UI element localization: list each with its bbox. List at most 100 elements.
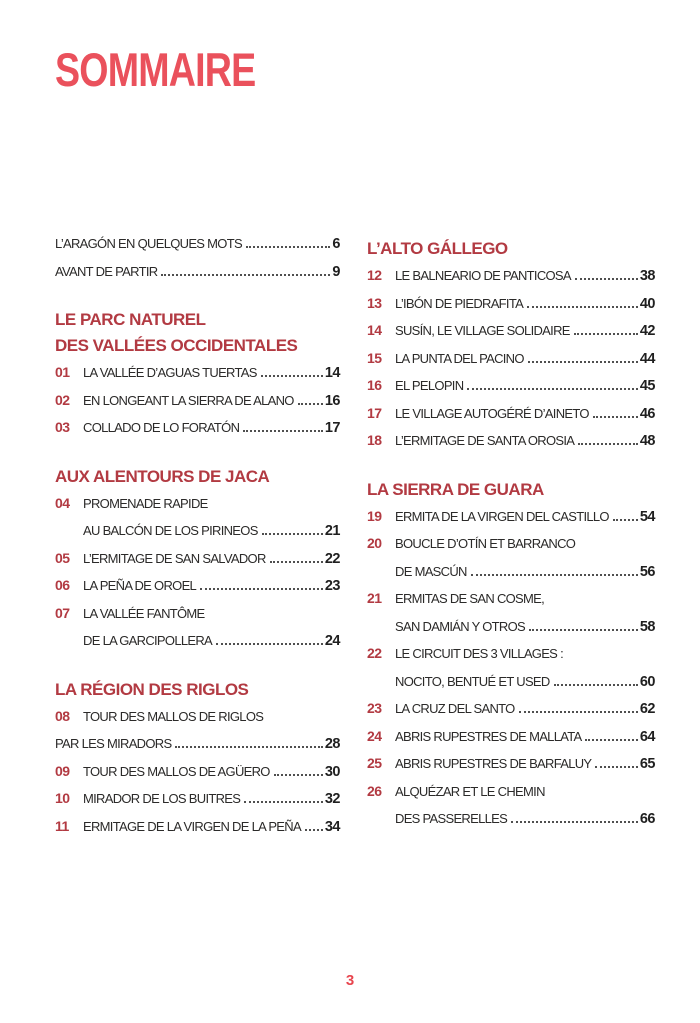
dot-leader — [527, 305, 638, 308]
entry-title: ERMITAS DE SAN COSME, — [395, 591, 545, 606]
entry-number: 06 — [55, 577, 70, 593]
entry-number: 02 — [55, 391, 70, 408]
entry-title: PROMENADE RAPIDE — [83, 495, 208, 511]
toc-entry-line: 01 LA VALLÉE D’AGUAS TUERTAS 14 — [55, 359, 341, 387]
entry-number: 11 — [55, 817, 69, 834]
dot-leader — [527, 360, 638, 363]
entry-number: 04 — [55, 494, 70, 511]
toc-entry-line: AVANT DE PARTIR 9 — [55, 258, 340, 286]
toc-entry-line: 24 ABRIS RUPESTRES DE MALLATA 64 — [367, 723, 656, 751]
toc-entry-line: NOCITO, BENTUÉ ET USED 60 — [367, 668, 656, 696]
page-number: 3 — [345, 972, 355, 989]
entry-title: ABRIS RUPESTRES DE MALLATA — [395, 728, 582, 744]
entry-title: L’ARAGÓN EN QUELQUES MOTS — [55, 236, 243, 251]
toc-entry-line: 17 LE VILLAGE AUTOGÉRÉ D’AINETO 46 — [367, 400, 656, 428]
entry-title: LA PEÑA DE OROEL — [83, 578, 197, 593]
toc-entry-line: DES PASSERELLES 66 — [367, 805, 656, 833]
dot-leader — [511, 821, 638, 823]
toc-entry-line: 12 LE BALNEARIO DE PANTICOSA 38 — [367, 262, 656, 290]
toc-section: LA SIERRA DE GUARA 19 ERMITA DE LA VIRGEN … — [367, 477, 656, 833]
entry-title: LE VILLAGE AUTOGÉRÉ D’AINETO — [395, 405, 589, 421]
section-heading: L’ALTO GÁLLEGO — [367, 239, 508, 258]
entry-page-number: 28 — [324, 736, 341, 752]
section-heading: LA SIERRA DE GUARA — [367, 479, 544, 499]
dot-leader — [592, 415, 638, 418]
toc-column-left: L’ARAGÓN EN QUELQUES MOTS 6 AVANT DE PARTI… — [55, 230, 341, 841]
toc-entry-line: 14 SUSÍN, LE VILLAGE SOLIDAIRE 42 — [367, 317, 656, 345]
entry-number: 13 — [367, 294, 382, 311]
entry-number: 24 — [367, 727, 382, 744]
dot-leader — [261, 533, 323, 535]
entry-title: LA PUNTA DEL PACINO — [395, 350, 524, 366]
section-heading: LE PARC NATUREL — [55, 310, 206, 329]
section-heading: AUX ALENTOURS DE JACA — [55, 466, 270, 486]
entry-page-number: 48 — [639, 433, 656, 449]
entry-page-number: 21 — [324, 523, 341, 539]
dot-leader — [612, 518, 638, 521]
entry-page-number: 64 — [639, 728, 656, 745]
entry-title: L’ERMITAGE DE SAN SALVADOR — [83, 550, 266, 566]
section-heading: LA RÉGION DES RIGLOS — [55, 679, 249, 699]
entry-page-number: 22 — [324, 550, 341, 567]
dot-leader — [297, 402, 323, 405]
dot-leader — [528, 628, 638, 631]
toc-entry-line: 23 LA CRUZ DEL SANTO 62 — [367, 695, 656, 723]
entry-title: AVANT DE PARTIR — [55, 263, 158, 279]
dot-leader — [216, 643, 323, 645]
entry-page-number: 38 — [639, 268, 656, 284]
dot-leader — [260, 375, 323, 377]
entry-title: TOUR DES MALLOS DE RIGLOS — [83, 708, 264, 724]
toc-entry-line: 03 COLLADO DE LO FORATÓN 17 — [55, 414, 341, 442]
dot-leader — [175, 746, 323, 748]
toc-section: L’ALTO GÁLLEGO 12 LE BALNEARIO DE PANTICOS… — [367, 236, 656, 455]
toc-section: LE PARC NATUREL DES VALLÉES OCCIDENTALES 0… — [55, 307, 341, 442]
entry-number: 18 — [367, 432, 382, 448]
entry-title: DE MASCÚN — [395, 563, 467, 579]
toc-entry-line: 08 TOUR DES MALLOS DE RIGLOS — [55, 703, 340, 731]
dot-leader — [585, 738, 638, 741]
entry-number: 14 — [367, 322, 382, 338]
entry-page-number: 56 — [639, 563, 656, 580]
dot-leader — [244, 801, 323, 803]
toc-entry-line: DE LA GARCIPOLLERA 24 — [55, 627, 341, 655]
entry-page-number: 34 — [324, 818, 341, 835]
entry-page-number: 14 — [324, 365, 341, 381]
entry-title: SAN DAMIÁN Y OTROS — [395, 618, 526, 634]
entry-page-number: 24 — [324, 633, 341, 649]
entry-page-number: 30 — [324, 763, 341, 780]
toc-entry-line: 25 ABRIS RUPESTRES DE BARFALUY 65 — [367, 750, 656, 778]
toc-entry-line: 11 ERMITAGE DE LA VIRGEN DE LA PEÑA 34 — [55, 813, 341, 841]
entry-title: AU BALCÓN DE LOS PIRINEOS — [83, 523, 258, 538]
entry-page-number: 66 — [639, 811, 656, 827]
dot-leader — [200, 588, 323, 590]
toc-entry-line: 04 PROMENADE RAPIDE — [55, 490, 340, 518]
entry-number: 07 — [55, 604, 70, 621]
toc-entry-line: L’ARAGÓN EN QUELQUES MOTS 6 — [55, 230, 340, 258]
entry-title: SUSÍN, LE VILLAGE SOLIDAIRE — [395, 323, 570, 338]
dot-leader — [304, 828, 323, 831]
toc-entry-line: 26 ALQUÉZAR ET LE CHEMIN — [367, 778, 655, 806]
toc-entry-line: 13 L’IBÓN DE PIEDRAFITA 40 — [367, 290, 656, 318]
entry-page-number: 17 — [324, 420, 341, 436]
toc-entry-line: 02 EN LONGEANT LA SIERRA DE ALANO 16 — [55, 387, 341, 415]
toc-entry-line: SAN DAMIÁN Y OTROS 58 — [367, 613, 656, 641]
entry-page-number: 45 — [639, 378, 656, 394]
entry-title: LE CIRCUIT DES 3 VILLAGES : — [395, 646, 564, 661]
toc-entry-line: 21 ERMITAS DE SAN COSME, — [367, 585, 655, 613]
entry-page-number: 42 — [639, 323, 656, 339]
entry-title: LA CRUZ DEL SANTO — [395, 701, 515, 716]
entry-page-number: 6 — [332, 236, 340, 252]
entry-number: 25 — [367, 755, 382, 771]
entry-number: 23 — [367, 700, 382, 716]
entry-title: DES PASSERELLES — [395, 811, 508, 826]
entry-page-number: 32 — [324, 791, 341, 807]
entry-page-number: 65 — [639, 756, 656, 772]
section-heading: DES VALLÉES OCCIDENTALES — [55, 336, 298, 355]
toc-entry-line: 18 L’ERMITAGE DE SANTA OROSIA 48 — [367, 427, 656, 455]
entry-title: LA VALLÉE FANTÔME — [83, 605, 205, 621]
entry-number: 15 — [367, 349, 382, 366]
toc-entry-line: 19 ERMITA DE LA VIRGEN DEL CASTILLO 54 — [367, 503, 656, 531]
entry-title: MIRADOR DE LOS BUITRES — [83, 791, 241, 806]
entry-number: 20 — [367, 535, 382, 551]
dot-leader — [245, 246, 331, 248]
